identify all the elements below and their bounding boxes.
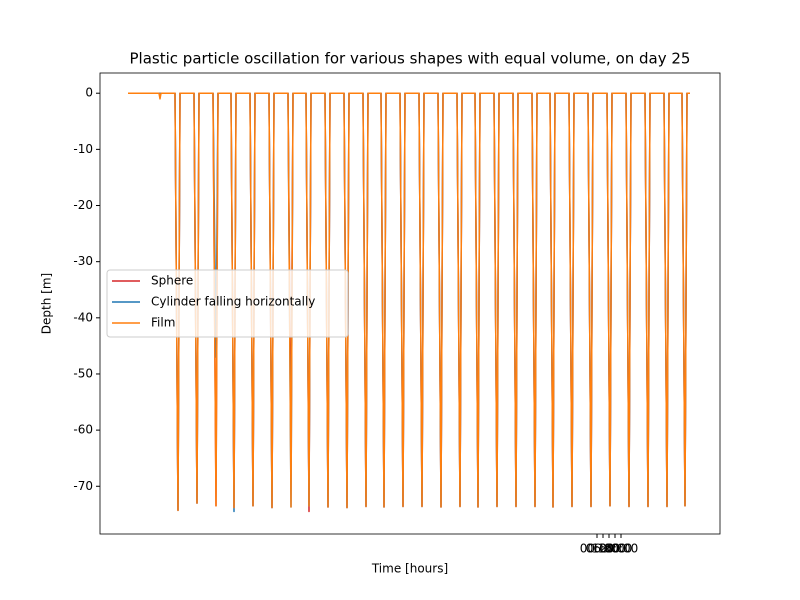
y-tick-label: -70: [73, 479, 93, 493]
legend-label: Film: [151, 316, 175, 330]
axes-frame: [99, 72, 721, 535]
y-tick-label: -20: [73, 198, 93, 212]
x-tick-label: 12:00: [592, 542, 627, 556]
y-tick-label: -10: [73, 142, 93, 156]
series-line: [128, 92, 690, 512]
y-tick-label: -60: [73, 423, 93, 437]
legend-box: [106, 269, 349, 338]
x-tick-label: 00:00: [604, 542, 639, 556]
x-axis-label: Time [hours]: [371, 562, 448, 576]
y-axis-label: Depth [m]: [40, 273, 54, 334]
y-tick-label: -30: [73, 254, 93, 268]
legend-label: Cylinder falling horizontally: [151, 295, 315, 309]
x-tick-label: 18:00: [598, 542, 633, 556]
chart-title: Plastic particle oscillation for various…: [130, 50, 691, 68]
x-tick-label: 06:00: [586, 542, 621, 556]
y-tick-label: -40: [73, 310, 93, 324]
y-tick-label: -50: [73, 366, 93, 380]
x-tick-label: 00:00: [580, 542, 615, 556]
y-tick-label: 0: [85, 86, 93, 100]
legend-label: Sphere: [151, 274, 193, 288]
legend: Sphere Cylinder falling horizontally Film: [106, 269, 349, 338]
